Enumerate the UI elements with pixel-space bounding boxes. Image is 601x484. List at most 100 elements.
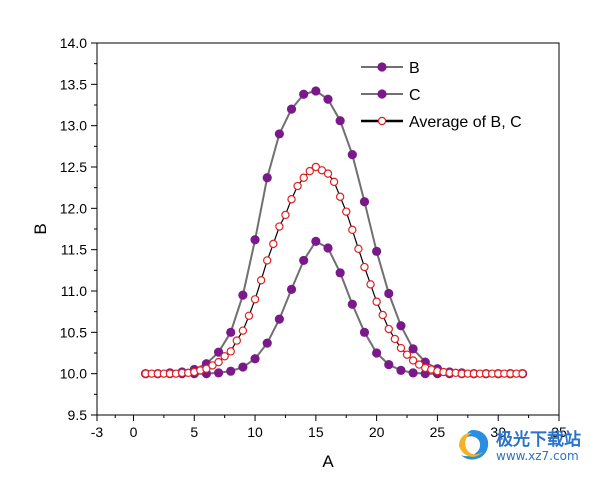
data-point [372, 348, 382, 358]
x-tick-label: 35 [551, 424, 567, 440]
data-point [348, 225, 357, 235]
data-point [238, 362, 248, 372]
watermark-brand: 极光下载站 [496, 430, 581, 450]
data-point [305, 166, 314, 176]
data-point [402, 350, 412, 359]
x-tick-label: 5 [190, 424, 198, 440]
series-line [145, 166, 523, 375]
data-point [359, 197, 370, 207]
data-point [274, 129, 284, 139]
data-point [287, 195, 296, 204]
watermark: 极光下载站 www.xz7.com [452, 424, 600, 474]
data-point [250, 354, 260, 364]
data-point [214, 357, 223, 367]
watermark-url: www.xz7.com [496, 449, 579, 463]
data-point [329, 177, 339, 187]
y-tick-label: 13.5 [60, 76, 87, 92]
data-point [335, 192, 345, 201]
data-point [354, 244, 363, 254]
y-tick-label: 10.0 [60, 366, 87, 382]
data-point [335, 268, 345, 278]
data-point [263, 256, 272, 265]
data-point [299, 173, 308, 182]
x-axis: -3 0 5 10 15 20 25 30 35 [91, 415, 567, 440]
y-axis-title: B [31, 223, 50, 234]
data-point [238, 326, 248, 335]
y-tick-label: 11.5 [61, 242, 87, 258]
data-point [244, 311, 254, 320]
x-tick-label: 30 [490, 424, 506, 440]
series-line [145, 240, 523, 375]
data-point [384, 288, 394, 299]
data-point [342, 207, 351, 216]
legend-label: C [409, 87, 421, 104]
data-point [262, 338, 272, 348]
data-point [390, 334, 400, 344]
data-point [408, 368, 418, 378]
data-point [281, 210, 290, 220]
x-axis-title: A [322, 452, 334, 471]
series-lines [145, 89, 523, 375]
data-point [359, 327, 370, 337]
data-point [323, 243, 333, 253]
data-point [232, 336, 242, 345]
y-tick-label: 10.5 [60, 324, 87, 340]
x-tick-label: 0 [130, 424, 138, 440]
data-point [226, 366, 236, 376]
data-point [335, 116, 345, 126]
data-point [360, 262, 369, 272]
data-point [293, 181, 302, 191]
legend-marker [377, 89, 387, 99]
series-markers [141, 86, 528, 379]
data-point [372, 246, 382, 256]
x-tick-label: 25 [430, 424, 446, 440]
data-point [372, 297, 381, 306]
data-point [299, 255, 309, 266]
data-point [384, 324, 393, 334]
data-point [366, 280, 375, 289]
data-point [396, 365, 406, 375]
data-point [256, 276, 266, 285]
data-point [274, 314, 284, 324]
data-point [311, 86, 321, 96]
legend: BC Average of B, C [361, 60, 522, 131]
data-point [396, 343, 406, 353]
data-point [226, 347, 235, 356]
x-tick-label: 20 [369, 424, 385, 440]
data-point [213, 368, 224, 378]
y-tick-label: 12.0 [60, 200, 87, 216]
y-tick-label: 9.5 [68, 407, 88, 423]
y-tick-label: 12.5 [60, 159, 87, 175]
y-tick-label: 14.0 [60, 35, 87, 51]
y-tick-label: 11.0 [61, 283, 87, 299]
legend-marker [377, 116, 387, 126]
data-point [408, 344, 418, 354]
swirl-logo-icon [459, 430, 489, 460]
data-point [311, 236, 321, 246]
data-point [275, 222, 284, 231]
legend-label: B [409, 60, 420, 77]
data-point [220, 352, 229, 361]
x-tick-label: 15 [308, 424, 324, 440]
data-point [250, 295, 260, 304]
data-point [518, 369, 527, 378]
data-point [226, 327, 236, 337]
data-point [384, 359, 394, 370]
data-point [286, 284, 297, 294]
data-point [396, 321, 406, 331]
data-point [286, 104, 297, 114]
series-line [145, 89, 523, 375]
legend-label: Average of B, C [409, 114, 522, 131]
data-point [238, 290, 248, 300]
y-axis: 9.5 10.0 10.5 11.0 11.5 12.0 12.5 13.0 13.5 14.0 [60, 35, 97, 423]
data-point [269, 239, 278, 249]
data-point [347, 150, 357, 160]
data-point [323, 94, 333, 104]
data-point [250, 235, 260, 245]
data-point [213, 347, 224, 357]
x-tick-label: -3 [91, 424, 104, 440]
data-point [378, 310, 387, 320]
data-point [347, 299, 357, 309]
